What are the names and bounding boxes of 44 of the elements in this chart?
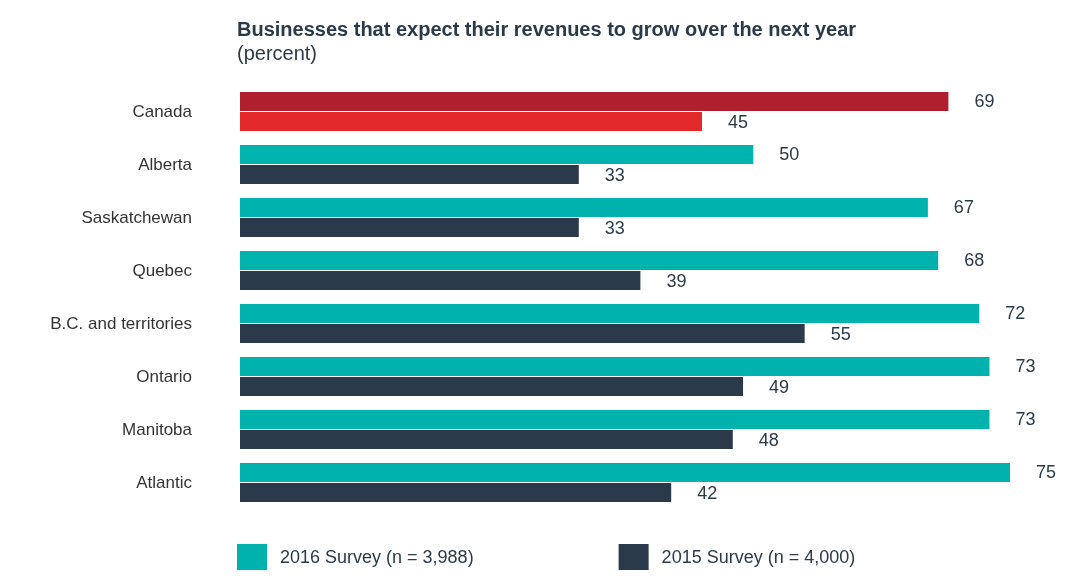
data-label: 45	[728, 111, 749, 132]
data-label: 55	[830, 323, 851, 344]
data-label: 42	[697, 482, 718, 503]
legend-label: 2016 Survey (n = 3,988)	[280, 547, 474, 567]
data-label: 49	[769, 376, 790, 397]
y-tick-label: Saskatchewan	[81, 208, 192, 227]
data-label: 68	[964, 250, 985, 271]
bar	[240, 270, 641, 291]
bar	[240, 144, 754, 165]
data-label: 67	[953, 197, 974, 218]
data-label: 50	[779, 144, 800, 165]
bar	[240, 356, 990, 377]
bar	[240, 250, 939, 271]
data-label: 73	[1015, 409, 1036, 430]
bar	[240, 409, 990, 430]
y-tick-label: Atlantic	[136, 473, 193, 492]
bar	[240, 482, 672, 503]
data-label: 73	[1015, 356, 1036, 377]
legend-label: 2015 Survey (n = 4,000)	[661, 547, 856, 567]
bar	[240, 376, 744, 397]
bar	[240, 429, 733, 450]
data-label: 75	[1036, 462, 1057, 483]
chart-title: Businesses that expect their revenues to grow over the next year	[237, 18, 857, 40]
y-tick-label: Ontario	[136, 367, 192, 386]
chart-subtitle: (percent)	[237, 42, 318, 64]
y-tick-label: B.C. and territories	[50, 314, 192, 333]
bar	[240, 111, 702, 132]
bar	[240, 323, 805, 344]
bar	[240, 197, 928, 218]
bar	[240, 217, 579, 238]
bar	[240, 303, 980, 324]
y-tick-label: Canada	[132, 102, 193, 121]
bar	[240, 164, 579, 185]
y-tick-label: Alberta	[138, 155, 193, 174]
y-tick-label: Quebec	[132, 261, 193, 280]
data-label: 69	[974, 91, 995, 112]
data-label: 39	[666, 270, 687, 291]
data-label: 48	[758, 429, 779, 450]
data-label: 33	[604, 217, 625, 238]
bar	[240, 462, 1010, 483]
bar	[240, 91, 949, 112]
y-tick-label: Manitoba	[122, 420, 193, 439]
data-label: 72	[1005, 303, 1026, 324]
data-label: 33	[604, 164, 625, 185]
